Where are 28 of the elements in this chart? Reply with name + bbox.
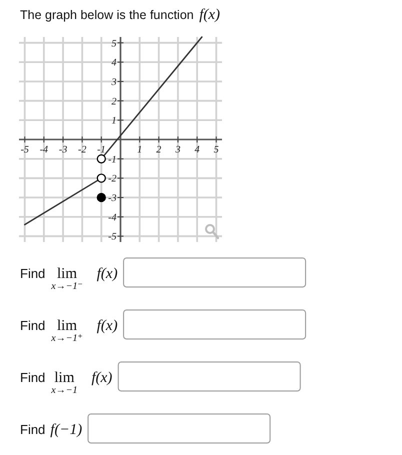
y-tick-label: -1 — [108, 154, 116, 166]
text: Find limx→−1⁺ f(x) — [20, 318, 118, 344]
point — [96, 174, 106, 183]
x-tick-label: -1 — [97, 144, 106, 156]
x-tick-label: -5 — [20, 144, 29, 156]
x-tick-label: -3 — [58, 144, 68, 156]
x-tick-label: -2 — [78, 144, 86, 156]
chart-title: The graph below is the function f(x) — [20, 7, 220, 23]
text: Find limx→−1⁻ f(x) — [20, 266, 118, 292]
text: Find limx→−1 f(x) — [20, 370, 112, 396]
y-tick-label: 5 — [112, 38, 116, 50]
y-tick-label: 1 — [112, 116, 116, 127]
x-tick-label: 2 — [156, 144, 162, 156]
y-tick-label: 2 — [112, 96, 116, 108]
y-tick-label: -4 — [108, 212, 116, 224]
y-tick-label: 4 — [112, 58, 116, 69]
text: Find f(−1) — [20, 422, 82, 438]
y-tick-label: 3 — [110, 76, 116, 88]
point — [96, 154, 106, 164]
x-tick-label: -4 — [40, 144, 48, 156]
x-tick-label: 4 — [194, 144, 200, 156]
y-tick-label: -5 — [108, 232, 116, 243]
y-tick-label: -2 — [108, 174, 116, 185]
point — [96, 192, 106, 202]
y-tick-label: -3 — [108, 193, 116, 204]
x-tick-label: 3 — [174, 144, 180, 156]
x-tick-label: 5 — [214, 144, 219, 156]
x-tick-label: 1 — [137, 144, 142, 156]
